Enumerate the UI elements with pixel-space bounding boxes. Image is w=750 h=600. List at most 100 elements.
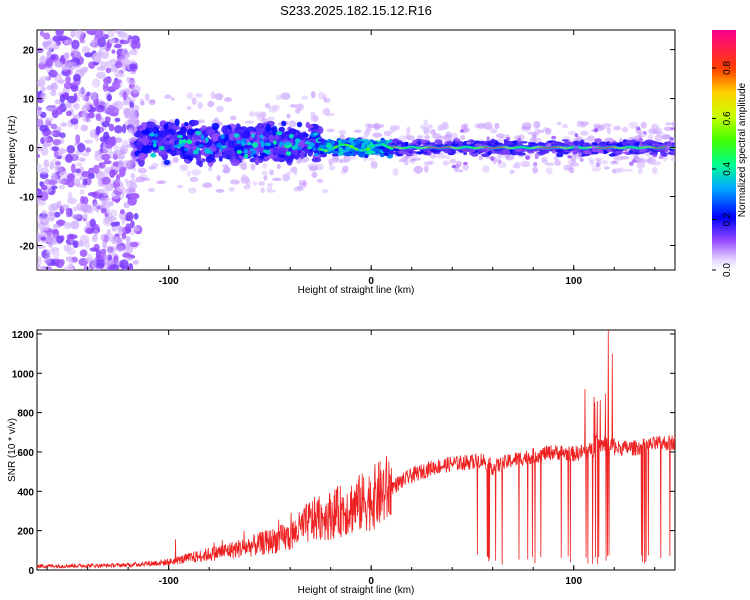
spectrogram-blob bbox=[108, 123, 115, 132]
spectrogram-blob bbox=[354, 129, 362, 133]
spectrogram-blob bbox=[328, 165, 336, 171]
spectrogram-blob bbox=[184, 147, 189, 152]
spectrogram-blob bbox=[65, 75, 71, 84]
colorbar-tick-label: 0.6 bbox=[722, 111, 733, 125]
spectrogram-blob bbox=[84, 139, 94, 144]
y-tick-label: 1200 bbox=[12, 330, 35, 341]
spectrogram-blob bbox=[37, 106, 42, 116]
spectrogram-blob bbox=[434, 139, 443, 144]
spectrogram-blob bbox=[628, 121, 639, 129]
spectrogram-blob bbox=[205, 156, 214, 163]
spectrogram-blob bbox=[460, 134, 466, 141]
spectrogram-blob bbox=[192, 150, 199, 155]
spectrogram-blob bbox=[100, 51, 110, 59]
spectrogram-blob bbox=[73, 178, 81, 187]
spectrogram-blob bbox=[37, 201, 46, 206]
spectrogram-blob bbox=[236, 149, 242, 154]
spectrogram-blob bbox=[486, 136, 490, 141]
spectrogram-blob bbox=[230, 179, 240, 185]
spectrogram-blob bbox=[546, 143, 551, 148]
spectrogram-blob bbox=[113, 145, 120, 150]
spectrogram-blob bbox=[463, 151, 468, 156]
spectrogram-blob bbox=[75, 168, 81, 174]
spectrogram-blob bbox=[127, 117, 137, 126]
colorbar: 0.0 0.2 0.4 0.6 0.8 Normalized spectral ampl… bbox=[712, 30, 748, 277]
spectrogram-blob bbox=[551, 135, 557, 140]
spectrogram-blob bbox=[70, 220, 80, 230]
spectrogram-blob bbox=[591, 148, 600, 153]
spectrogram-blob bbox=[126, 144, 134, 148]
spectrogram-blob bbox=[103, 102, 110, 109]
spectrogram-blob bbox=[250, 163, 256, 171]
spectrogram-blob bbox=[149, 99, 156, 103]
spectrogram-blob bbox=[487, 151, 492, 156]
spectrogram-blob bbox=[430, 148, 436, 153]
spectrogram-blob bbox=[282, 173, 291, 182]
spectrogram-blob bbox=[570, 154, 577, 163]
spectrogram-blob bbox=[100, 61, 107, 69]
spectrogram-blob bbox=[236, 140, 241, 145]
spectrogram-blob bbox=[81, 46, 91, 55]
x-tick-label: -100 bbox=[159, 276, 179, 287]
spectrogram-blob bbox=[462, 163, 469, 171]
spectrogram-blob bbox=[108, 200, 114, 207]
spectrogram-blob bbox=[430, 129, 436, 136]
spectrogram-blob bbox=[46, 117, 54, 122]
spectrogram-blob bbox=[612, 142, 617, 146]
spectrogram-blob bbox=[538, 129, 545, 133]
spectrogram-blob bbox=[50, 123, 58, 130]
y-tick-label: 0 bbox=[28, 566, 34, 577]
spectrogram-blob bbox=[312, 147, 317, 151]
spectrogram-blob bbox=[93, 228, 99, 237]
spectrogram-blob bbox=[122, 123, 127, 134]
spectrogram-blob bbox=[95, 125, 101, 136]
colorbar-ticks: 0.0 0.2 0.4 0.6 0.8 bbox=[712, 61, 733, 277]
spectrogram-blob bbox=[208, 166, 213, 172]
spectrogram-blob bbox=[506, 136, 510, 141]
spectrogram-blob bbox=[262, 162, 268, 169]
spectrogram-blob bbox=[525, 148, 535, 153]
spectrogram-blob bbox=[544, 162, 555, 166]
spectrogram-blob bbox=[179, 139, 183, 145]
colorbar-tick-label: 0.2 bbox=[722, 212, 733, 226]
spectrogram-blob bbox=[430, 153, 437, 159]
spectrogram-blob bbox=[342, 165, 349, 173]
spectrogram-blob bbox=[636, 161, 646, 169]
spectrogram-blob bbox=[72, 73, 81, 82]
spectrogram-blob bbox=[363, 130, 369, 138]
spectrogram-blob bbox=[622, 126, 629, 133]
spectrogram-blob bbox=[216, 174, 221, 182]
spectrogram-blob bbox=[202, 182, 213, 188]
spectrogram-blob bbox=[420, 125, 426, 129]
spectrogram-blob bbox=[532, 166, 539, 174]
spectrogram-blob bbox=[563, 164, 573, 171]
spectrogram-blob bbox=[417, 135, 424, 139]
spectrogram-blob bbox=[643, 131, 647, 135]
spectrogram-blob bbox=[286, 113, 291, 119]
spectrogram-blob bbox=[58, 35, 68, 41]
spectrogram-blob bbox=[52, 139, 62, 146]
spectrogram-blob bbox=[191, 119, 200, 126]
spectrogram-blob bbox=[424, 134, 430, 140]
spectrogram-blob bbox=[332, 157, 340, 163]
spectrogram-blob bbox=[495, 133, 506, 138]
y-tick-label: 200 bbox=[17, 527, 34, 538]
spectrogram-blob bbox=[568, 130, 576, 136]
spectrogram-blob bbox=[133, 213, 139, 220]
spectrogram-blob bbox=[68, 234, 78, 240]
spectrogram-heat bbox=[37, 30, 675, 270]
spectrogram-blob bbox=[222, 166, 231, 174]
spectrogram-blob bbox=[51, 229, 59, 235]
spectrogram-blob bbox=[153, 133, 159, 138]
spectrogram-blob bbox=[149, 132, 155, 137]
spectrogram-blob bbox=[114, 260, 121, 266]
colorbar-tick-label: 0.0 bbox=[722, 263, 733, 277]
spectrogram-blob bbox=[311, 157, 322, 163]
spectrogram-blob bbox=[91, 53, 102, 63]
spectrogram-blob bbox=[64, 101, 72, 109]
spectrogram-blob bbox=[92, 202, 100, 212]
spectrogram-blob bbox=[631, 159, 637, 163]
spectrogram-blob bbox=[40, 236, 47, 241]
